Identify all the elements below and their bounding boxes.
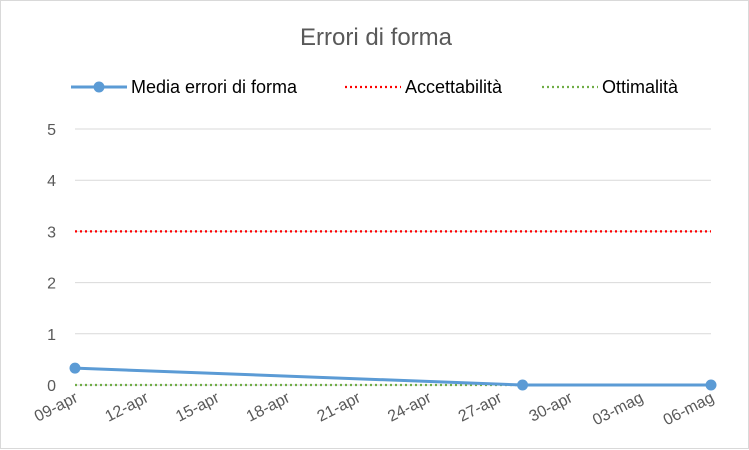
legend-label: Accettabilità (405, 77, 503, 97)
x-tick-label: 18-apr (244, 389, 294, 425)
x-tick-label: 24-apr (385, 389, 435, 425)
chart-title: Errori di forma (300, 24, 453, 51)
legend-marker (93, 81, 105, 93)
y-tick-label: 1 (47, 327, 56, 344)
x-tick-label: 03-mag (590, 389, 646, 429)
series-line-0 (74, 366, 711, 387)
y-tick-label: 4 (47, 173, 56, 190)
x-tick-label: 12-apr (103, 389, 153, 425)
series-point (69, 362, 81, 374)
x-tick-label: 09-apr (32, 389, 82, 425)
x-tick-label: 27-apr (456, 389, 506, 425)
y-tick-label: 3 (47, 224, 56, 241)
legend-label: Ottimalità (602, 77, 679, 97)
gridlines (75, 128, 711, 386)
x-tick-label: 30-apr (527, 389, 577, 425)
series-point (517, 379, 529, 391)
x-tick-label: 15-apr (173, 389, 223, 425)
x-axis-ticks: 09-apr 12-apr 15-apr 18-apr 21-apr 24-apr 27-a… (32, 389, 717, 429)
legend: Media errori di forma Accettabilità Ottima… (71, 77, 679, 97)
y-tick-label: 0 (47, 378, 56, 395)
x-tick-label: 21-apr (315, 389, 365, 425)
legend-label: Media errori di forma (131, 77, 298, 97)
y-axis-ticks: 0 1 2 3 4 5 (47, 122, 56, 395)
series-point (705, 379, 717, 391)
y-tick-label: 5 (47, 122, 56, 139)
x-tick-label: 06-mag (661, 389, 717, 429)
series-layer (69, 230, 717, 391)
y-tick-label: 2 (47, 276, 56, 293)
